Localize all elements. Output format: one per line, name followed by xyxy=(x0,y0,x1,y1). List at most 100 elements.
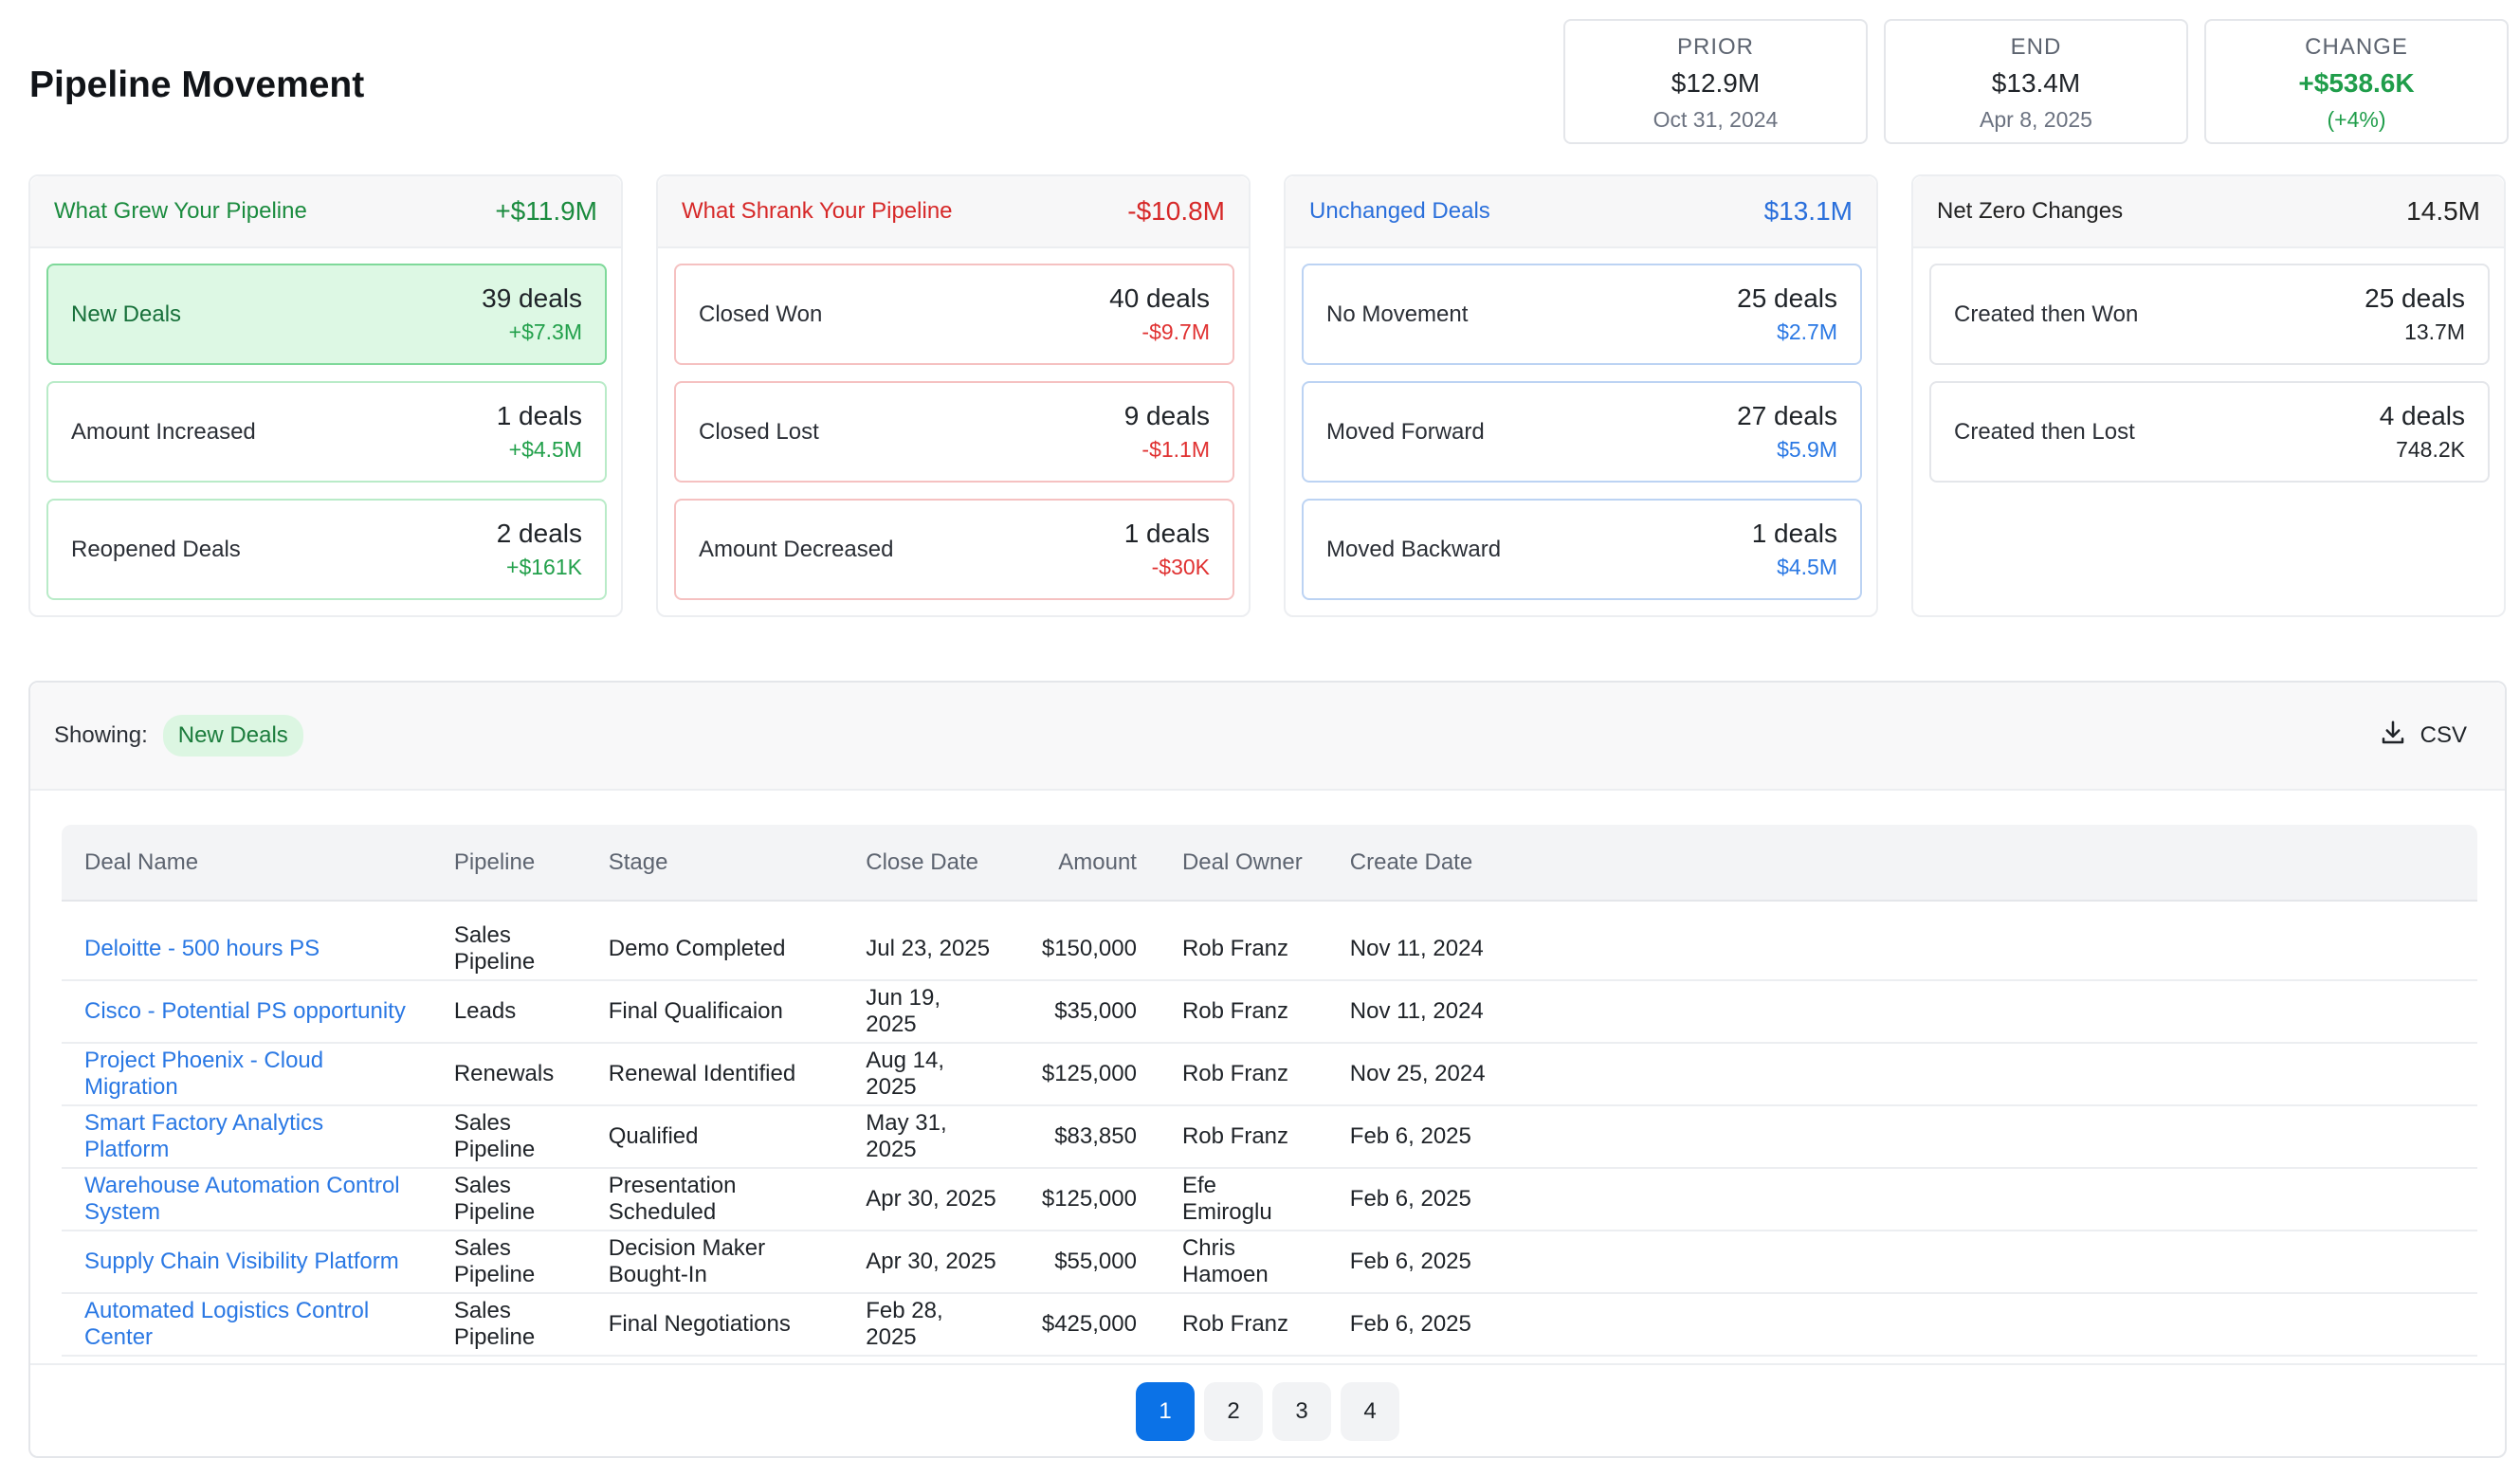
table-row: Supply Chain Visibility Platform Sales P… xyxy=(62,1231,2477,1294)
deal-owner-cell: Rob Franz xyxy=(1159,1105,1327,1169)
stage-cell: Final Negotiations xyxy=(585,1293,844,1357)
card-name: Reopened Deals xyxy=(71,536,241,562)
table-toolbar: Showing: New Deals CSV xyxy=(30,683,2505,791)
summary-percent: (+4%) xyxy=(2327,107,2386,132)
column-header-amount[interactable]: Amount xyxy=(1018,825,1160,902)
panel-total: -$10.8M xyxy=(1127,196,1225,226)
create-date-cell: Feb 6, 2025 xyxy=(1326,1168,2477,1231)
pipeline-cell: Sales Pipeline xyxy=(430,1168,586,1231)
column-header-pipeline[interactable]: Pipeline xyxy=(430,825,586,902)
page-button-3[interactable]: 3 xyxy=(1272,1382,1331,1441)
amount-cell: $125,000 xyxy=(1018,1043,1160,1106)
card-name: Moved Backward xyxy=(1326,536,1502,562)
summary-prior: PRIOR $12.9M Oct 31, 2024 xyxy=(1563,19,1868,144)
card-amount-increased[interactable]: Amount Increased 1 deals +$4.5M xyxy=(46,381,607,483)
summary-change: CHANGE +$538.6K (+4%) xyxy=(2204,19,2509,144)
amount-cell: $35,000 xyxy=(1018,980,1160,1044)
stage-cell: Renewal Identified xyxy=(585,1043,844,1106)
panel-net-zero: Net Zero Changes 14.5M Created then Won … xyxy=(1911,174,2506,617)
pipeline-cell: Sales Pipeline xyxy=(430,1231,586,1294)
card-count: 1 deals xyxy=(1123,519,1210,548)
card-new-deals[interactable]: New Deals 39 deals +$7.3M xyxy=(46,264,607,365)
card-name: No Movement xyxy=(1326,301,1469,327)
card-amount-decreased[interactable]: Amount Decreased 1 deals -$30K xyxy=(674,499,1234,600)
card-created-then-won[interactable]: Created then Won 25 deals 13.7M xyxy=(1929,264,2490,365)
close-date-cell: Jun 19, 2025 xyxy=(843,980,1019,1044)
card-created-then-lost[interactable]: Created then Lost 4 deals 748.2K xyxy=(1929,381,2490,483)
card-count: 9 deals xyxy=(1123,401,1210,430)
pipeline-cell: Sales Pipeline xyxy=(430,901,586,981)
panel-title: What Shrank Your Pipeline xyxy=(682,198,953,224)
deal-name-link[interactable]: Deloitte - 500 hours PS xyxy=(62,901,431,981)
card-amount: +$161K xyxy=(506,555,582,579)
column-header-close-date[interactable]: Close Date xyxy=(843,825,1019,902)
page-button-1[interactable]: 1 xyxy=(1136,1382,1195,1441)
table-row: Smart Factory Analytics Platform Sales P… xyxy=(62,1105,2477,1169)
summary-label: PRIOR xyxy=(1676,34,1754,60)
panel-header: Net Zero Changes 14.5M xyxy=(1913,176,2504,248)
card-amount: -$1.1M xyxy=(1141,437,1210,462)
amount-cell: $425,000 xyxy=(1018,1293,1160,1357)
amount-cell: $150,000 xyxy=(1018,901,1160,981)
deal-name-link[interactable]: Warehouse Automation Control System xyxy=(62,1168,431,1231)
create-date-cell: Feb 6, 2025 xyxy=(1326,1105,2477,1169)
panel-total: 14.5M xyxy=(2406,196,2480,226)
pipeline-cell: Renewals xyxy=(430,1043,586,1106)
table-row: Deloitte - 500 hours PS Sales Pipeline D… xyxy=(62,901,2477,981)
deal-name-link[interactable]: Cisco - Potential PS opportunity xyxy=(62,980,431,1044)
create-date-cell: Feb 6, 2025 xyxy=(1326,1231,2477,1294)
summary-value: $12.9M xyxy=(1671,68,1761,98)
card-amount: $5.9M xyxy=(1777,437,1837,462)
deal-name-link[interactable]: Smart Factory Analytics Platform xyxy=(62,1105,431,1169)
create-date-cell: Nov 25, 2024 xyxy=(1326,1043,2477,1106)
deal-owner-cell: Rob Franz xyxy=(1159,901,1327,981)
card-count: 25 deals xyxy=(2365,283,2465,313)
csv-label: CSV xyxy=(2420,722,2467,748)
card-name: Created then Lost xyxy=(1954,418,2135,445)
pipeline-cell: Sales Pipeline xyxy=(430,1105,586,1169)
filter-chip[interactable]: New Deals xyxy=(162,715,303,757)
card-amount: 748.2K xyxy=(2396,437,2465,462)
close-date-cell: Jul 23, 2025 xyxy=(843,901,1019,981)
panel-shrank: What Shrank Your Pipeline -$10.8M Closed… xyxy=(656,174,1251,617)
summary-value: $13.4M xyxy=(1991,68,2081,98)
deal-owner-cell: Efe Emiroglu xyxy=(1159,1168,1327,1231)
stage-cell: Qualified xyxy=(585,1105,844,1169)
page-button-2[interactable]: 2 xyxy=(1204,1382,1263,1441)
card-moved-forward[interactable]: Moved Forward 27 deals $5.9M xyxy=(1302,381,1862,483)
card-count: 39 deals xyxy=(482,283,582,313)
pagination-divider xyxy=(30,1363,2505,1365)
close-date-cell: Apr 30, 2025 xyxy=(843,1231,1019,1294)
deal-name-link[interactable]: Automated Logistics Control Center xyxy=(62,1293,431,1357)
card-amount: -$30K xyxy=(1151,555,1210,579)
column-header-deal-owner[interactable]: Deal Owner xyxy=(1159,825,1327,902)
card-no-movement[interactable]: No Movement 25 deals $2.7M xyxy=(1302,264,1862,365)
table-header-row: Deal Name Pipeline Stage Close Date Amou… xyxy=(62,825,2477,902)
card-reopened-deals[interactable]: Reopened Deals 2 deals +$161K xyxy=(46,499,607,600)
card-closed-won[interactable]: Closed Won 40 deals -$9.7M xyxy=(674,264,1234,365)
panel-title: Net Zero Changes xyxy=(1937,198,2124,224)
table-row: Cisco - Potential PS opportunity Leads F… xyxy=(62,980,2477,1044)
summary-date: Apr 8, 2025 xyxy=(1980,107,2092,132)
csv-button[interactable]: CSV xyxy=(2379,719,2467,754)
panel-total: $13.1M xyxy=(1763,196,1853,226)
stage-cell: Demo Completed xyxy=(585,901,844,981)
card-amount: $4.5M xyxy=(1777,555,1837,579)
column-header-deal-name[interactable]: Deal Name xyxy=(62,825,431,902)
panel-grew: What Grew Your Pipeline +$11.9M New Deal… xyxy=(28,174,623,617)
summary-label: CHANGE xyxy=(2305,34,2408,60)
page-button-4[interactable]: 4 xyxy=(1341,1382,1399,1441)
card-count: 25 deals xyxy=(1737,283,1837,313)
deal-name-link[interactable]: Project Phoenix - Cloud Migration xyxy=(62,1043,431,1106)
page-title: Pipeline Movement xyxy=(29,64,365,105)
panel-unchanged: Unchanged Deals $13.1M No Movement 25 de… xyxy=(1284,174,1878,617)
card-count: 1 deals xyxy=(1751,519,1837,548)
card-count: 2 deals xyxy=(496,519,582,548)
column-header-stage[interactable]: Stage xyxy=(585,825,844,902)
card-closed-lost[interactable]: Closed Lost 9 deals -$1.1M xyxy=(674,381,1234,483)
deal-name-link[interactable]: Supply Chain Visibility Platform xyxy=(62,1231,431,1294)
stage-cell: Decision Maker Bought-In xyxy=(585,1231,844,1294)
card-name: New Deals xyxy=(71,301,182,327)
card-moved-backward[interactable]: Moved Backward 1 deals $4.5M xyxy=(1302,499,1862,600)
column-header-create-date[interactable]: Create Date xyxy=(1326,825,2477,902)
